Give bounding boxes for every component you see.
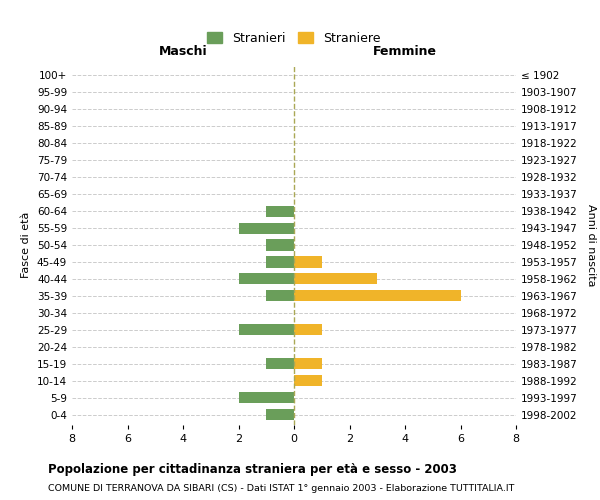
Legend: Stranieri, Straniere: Stranieri, Straniere (203, 28, 385, 48)
Bar (239, 222, 294, 234)
Text: Maschi: Maschi (158, 45, 208, 58)
Bar (266, 256, 294, 268)
Bar (266, 240, 294, 250)
Text: Femmine: Femmine (373, 45, 437, 58)
Text: Popolazione per cittadinanza straniera per età e sesso - 2003: Popolazione per cittadinanza straniera p… (48, 462, 457, 475)
Bar (294, 376, 322, 386)
Text: COMUNE DI TERRANOVA DA SIBARI (CS) - Dati ISTAT 1° gennaio 2003 - Elaborazione T: COMUNE DI TERRANOVA DA SIBARI (CS) - Dat… (48, 484, 514, 493)
Y-axis label: Fasce di età: Fasce di età (22, 212, 31, 278)
Bar (294, 290, 461, 302)
Bar (266, 358, 294, 370)
Bar (294, 274, 377, 284)
Bar (266, 206, 294, 216)
Y-axis label: Anni di nascita: Anni di nascita (586, 204, 596, 286)
Bar (239, 324, 294, 336)
Bar (294, 324, 322, 336)
Bar (266, 410, 294, 420)
Bar (239, 274, 294, 284)
Bar (266, 290, 294, 302)
Bar (294, 358, 322, 370)
Bar (294, 256, 322, 268)
Bar (239, 392, 294, 404)
